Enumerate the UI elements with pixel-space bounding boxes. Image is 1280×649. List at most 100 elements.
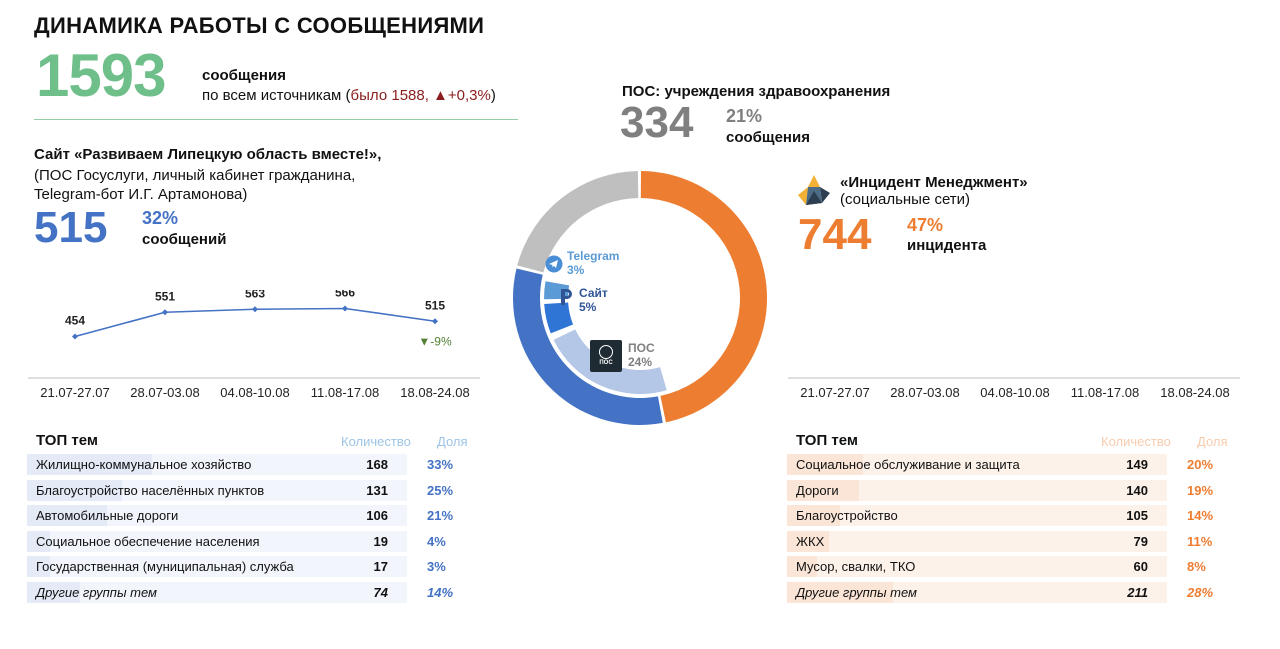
donut-inner-site [544, 302, 574, 334]
row-count: 131 [366, 482, 388, 498]
row-share-bar [787, 479, 860, 501]
pos-label: сообщения [726, 129, 810, 146]
row-count: 140 [1126, 482, 1148, 498]
row-name: Социальное обслуживание и защита [796, 457, 1020, 472]
series-line [74, 307, 436, 338]
data-point [162, 309, 168, 316]
incident-logo-icon [798, 175, 830, 205]
row-name: Жилищно-коммунальное хозяйство [36, 457, 252, 472]
data-label: 563 [245, 290, 265, 300]
row-share-bar [787, 454, 863, 475]
total-value: 1593 [36, 42, 166, 109]
row-background [787, 505, 1167, 527]
row-background [27, 505, 407, 527]
donut-outer-slice [517, 171, 639, 273]
row-count: 168 [366, 457, 388, 472]
telegram-name: Telegram [567, 249, 620, 263]
row-background [787, 479, 1167, 501]
table-row: Автомобильные дороги 106 21% [27, 505, 453, 527]
row-share-bar [787, 505, 841, 527]
total-subtitle: по всем источникам (было 1588, ▲+0,3%) [202, 87, 496, 104]
donut-outer-slice [640, 171, 767, 423]
site-subtitle: (ПОС Госуслуги, личный кабинет гражданин… [34, 166, 414, 204]
row-share: 11% [1187, 533, 1213, 549]
row-name: Другие группы тем [36, 585, 157, 600]
right-table-header: ТОП тем [796, 432, 858, 449]
row-share-bar [27, 530, 50, 552]
table-row: Жилищно-коммунальное хозяйство 168 33% [27, 454, 453, 475]
data-label: 551 [155, 290, 175, 303]
site-subtitle-line2: Telegram-бот И.Г. Артамонова) [34, 186, 248, 203]
left-col-share: Доля [437, 434, 468, 449]
row-share-bar [787, 530, 829, 552]
data-label: 454 [65, 314, 85, 328]
pos-title: ПОС: учреждения здравоохранения [622, 83, 891, 100]
row-name: Другие группы тем [796, 585, 917, 600]
donut-chart [513, 171, 767, 425]
x-tick-label: 18.08-24.08 [400, 385, 469, 400]
site-donut-label: Сайт 5% [579, 286, 608, 314]
site-line-chart: 454 21.07-27.07 551 28.07-03.08 563 04.08-10.… [28, 290, 480, 400]
pos-value: 334 [620, 98, 694, 147]
row-background [787, 556, 1167, 578]
pos-donut-label: ПОС 24% [628, 341, 655, 369]
data-point [72, 333, 78, 340]
x-tick-label: 28.07-03.08 [890, 385, 959, 400]
row-share: 3% [427, 559, 446, 575]
row-count: 74 [373, 585, 388, 600]
total-label: сообщения [202, 67, 286, 84]
site-value: 515 [34, 203, 108, 252]
table-row: Благоустройство 105 14% [787, 505, 1213, 527]
table-row: Социальное обслуживание и защита 149 20% [787, 454, 1213, 475]
table-row: Мусор, свалки, ТКО 60 8% [787, 556, 1206, 578]
row-background [787, 530, 1167, 552]
table-row: Государственная (муниципальная) служба 17… [27, 556, 446, 578]
row-share: 20% [1187, 457, 1214, 472]
pos-logo-icon: ПОС [590, 340, 622, 372]
row-share-bar [787, 556, 818, 578]
right-col-count: Количество [1101, 434, 1171, 449]
donut-outer-slice [513, 268, 663, 425]
row-share: 14% [1187, 508, 1214, 524]
row-share: 19% [1187, 482, 1214, 498]
row-name: Дороги [796, 482, 839, 498]
incident-value: 744 [798, 210, 872, 259]
site-pct: 32% [142, 208, 179, 228]
row-count: 106 [366, 508, 388, 524]
row-share-bar [27, 454, 153, 475]
row-name: Государственная (муниципальная) служба [36, 559, 294, 575]
x-tick-label: 11.08-17.08 [1071, 385, 1139, 400]
x-tick-label: 11.08-17.08 [311, 385, 379, 400]
left-table-header: ТОП тем [36, 432, 98, 449]
x-tick-label: 21.07-27.07 [800, 385, 869, 400]
x-tick-label: 04.08-10.08 [980, 385, 1049, 400]
table-row: ЖКХ 79 11% [787, 530, 1212, 552]
row-background [27, 479, 407, 501]
donut-inner-pos [553, 329, 667, 394]
data-point [342, 305, 348, 312]
row-count: 17 [373, 559, 388, 575]
row-share-bar [787, 582, 894, 603]
row-share-bar [27, 556, 50, 578]
table-row: Другие группы тем 211 28% [787, 582, 1213, 603]
incident-title: «Инцидент Менеджмент» [840, 174, 1028, 191]
row-name: Социальное обеспечение населения [36, 533, 260, 549]
data-point [252, 306, 258, 313]
row-share: 25% [427, 482, 454, 498]
row-share-bar [27, 479, 122, 501]
site-donut-pct: 5% [579, 300, 597, 314]
site-title: Сайт «Развиваем Липецкую область вместе!… [34, 146, 382, 163]
data-label: 515 [425, 298, 445, 312]
row-name: ЖКХ [796, 533, 825, 549]
row-name: Благоустройство [796, 508, 898, 524]
row-share-bar [27, 505, 107, 527]
table-row: Другие группы тем 74 14% [27, 582, 453, 603]
row-share: 8% [1187, 559, 1206, 575]
site-donut-name: Сайт [579, 286, 608, 300]
pos-donut-pct: 24% [628, 355, 653, 369]
incident-line-chart: 75921.07-27.0766328.07-03.0871704.08-10.… [788, 377, 1240, 400]
pos-pct: 21% [726, 106, 763, 126]
row-background [27, 530, 407, 552]
row-background [787, 454, 1167, 475]
x-tick-label: 28.07-03.08 [130, 385, 199, 400]
